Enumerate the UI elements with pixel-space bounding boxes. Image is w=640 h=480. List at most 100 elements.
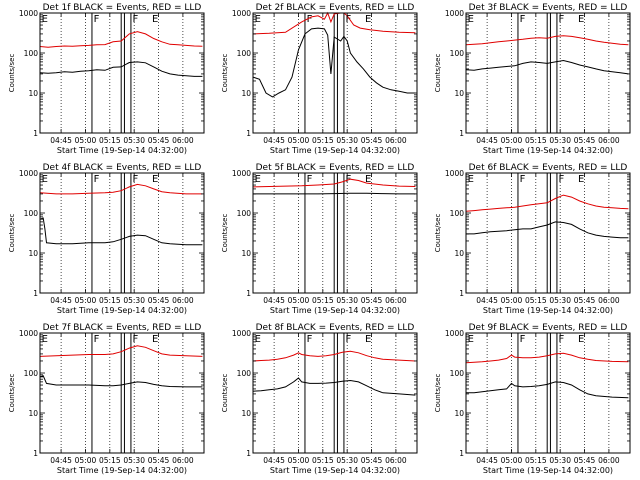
x-tick-label: 05:15 (525, 296, 547, 305)
y-tick-label: 100 (237, 49, 252, 58)
event-letter: E (42, 174, 48, 185)
event-letter: E (152, 14, 158, 25)
event-letter: E (255, 334, 261, 345)
x-tick-label: 05:00 (75, 136, 97, 145)
x-tick-label: 05:45 (574, 296, 596, 305)
x-tick-label: 05:00 (288, 296, 310, 305)
x-tick-label: 05:15 (99, 296, 121, 305)
x-tick-label: 05:30 (123, 296, 145, 305)
y-axis-label: Counts/sec (8, 54, 16, 93)
y-tick-label: 10 (454, 249, 464, 258)
event-letter: E (255, 14, 261, 25)
event-letter: E (255, 174, 261, 185)
y-tick-label: 100 (24, 369, 39, 378)
event-letter: E (152, 334, 158, 345)
plot-frame (252, 172, 418, 294)
plot-frame (252, 332, 418, 454)
x-tick-label: 05:15 (525, 456, 547, 465)
x-tick-label: 05:30 (549, 296, 571, 305)
x-tick-label: 05:45 (361, 136, 383, 145)
x-tick-label: 06:00 (385, 136, 407, 145)
y-tick-label: 1000 (232, 169, 251, 178)
x-tick-label: 05:45 (574, 456, 596, 465)
event-letter: E (578, 14, 584, 25)
x-tick-label: 05:45 (361, 296, 383, 305)
y-tick-label: 1 (246, 129, 251, 138)
event-letter: F (133, 334, 139, 345)
x-tick-label: 05:15 (312, 136, 334, 145)
x-tick-label: 06:00 (172, 136, 194, 145)
x-tick-label: 06:00 (598, 456, 620, 465)
event-letter: E (365, 174, 371, 185)
event-letter: E (365, 14, 371, 25)
x-tick-label: 05:00 (288, 456, 310, 465)
y-axis-label: Counts/sec (221, 54, 229, 93)
event-letter: E (468, 174, 474, 185)
plot-frame (39, 332, 205, 454)
plot-frame (465, 172, 631, 294)
y-axis-label: Counts/sec (221, 214, 229, 253)
y-axis-label: Counts/sec (8, 374, 16, 413)
series-events-line (253, 192, 416, 195)
x-axis-label: Start Time (19-Sep-14 04:32:00) (483, 466, 613, 475)
y-tick-label: 1 (246, 449, 251, 458)
y-tick-label: 10 (241, 89, 251, 98)
event-letter: F (94, 334, 100, 345)
panel-title: Det 1f BLACK = Events, RED = LLD (43, 3, 202, 13)
y-tick-label: 1 (459, 129, 464, 138)
series-lld-line (465, 35, 629, 46)
y-axis-label: Counts/sec (434, 214, 442, 253)
x-tick-label: 04:45 (476, 456, 498, 465)
panel-title: Det 4f BLACK = Events, RED = LLD (43, 163, 202, 173)
panel-title: Det 9f BLACK = Events, RED = LLD (469, 323, 628, 333)
x-tick-label: 05:30 (336, 136, 358, 145)
y-tick-label: 100 (450, 209, 465, 218)
x-tick-label: 06:00 (172, 456, 194, 465)
x-tick-label: 05:45 (148, 456, 170, 465)
x-axis-label: Start Time (19-Sep-14 04:32:00) (270, 306, 400, 315)
y-tick-label: 10 (28, 249, 38, 258)
event-letter: F (346, 334, 352, 345)
y-tick-label: 1 (33, 289, 38, 298)
event-letter: F (307, 334, 313, 345)
x-axis-label: Start Time (19-Sep-14 04:32:00) (483, 306, 613, 315)
panel-title: Det 5f BLACK = Events, RED = LLD (256, 163, 415, 173)
y-tick-label: 100 (24, 49, 39, 58)
y-tick-label: 100 (450, 369, 465, 378)
y-tick-label: 1000 (232, 9, 251, 18)
y-tick-label: 1000 (445, 9, 464, 18)
y-tick-label: 1 (33, 129, 38, 138)
event-letter: E (365, 334, 371, 345)
x-tick-label: 05:30 (336, 456, 358, 465)
panel-title: Det 8f BLACK = Events, RED = LLD (256, 323, 415, 333)
series-lld-line (252, 11, 416, 35)
panel-title: Det 7f BLACK = Events, RED = LLD (43, 323, 202, 333)
series-lld-line (252, 178, 416, 188)
panel-title: Det 3f BLACK = Events, RED = LLD (469, 3, 628, 13)
x-tick-label: 05:00 (501, 296, 523, 305)
y-tick-label: 10 (28, 409, 38, 418)
x-tick-label: 04:45 (50, 456, 72, 465)
series-lld-line (465, 352, 629, 364)
y-tick-label: 1000 (19, 9, 38, 18)
x-tick-label: 05:15 (312, 296, 334, 305)
plot-frame (252, 12, 418, 134)
y-axis-label: Counts/sec (221, 374, 229, 413)
x-tick-label: 04:45 (263, 296, 285, 305)
series-events-line (252, 27, 416, 98)
event-letter: F (559, 174, 565, 185)
y-tick-label: 1000 (19, 329, 38, 338)
event-letter: E (578, 174, 584, 185)
x-tick-label: 04:45 (263, 456, 285, 465)
y-tick-label: 1 (459, 449, 464, 458)
panel-title: Det 2f BLACK = Events, RED = LLD (256, 3, 415, 13)
x-tick-label: 05:45 (361, 456, 383, 465)
x-tick-label: 04:45 (50, 296, 72, 305)
y-tick-label: 10 (454, 409, 464, 418)
x-tick-label: 05:30 (549, 136, 571, 145)
y-axis-label: Counts/sec (434, 374, 442, 413)
x-axis-label: Start Time (19-Sep-14 04:32:00) (57, 306, 187, 315)
